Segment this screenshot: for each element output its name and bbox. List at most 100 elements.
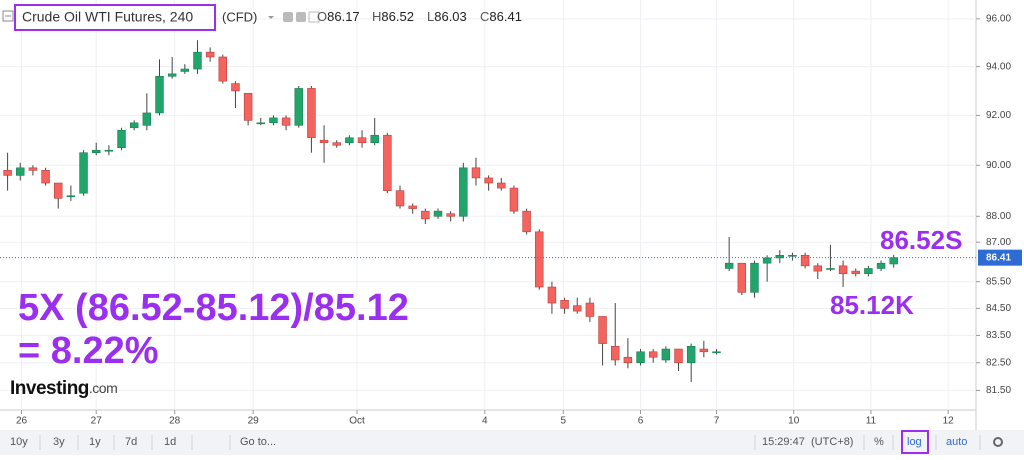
goto-button[interactable]: Go to... xyxy=(240,436,276,448)
y-tick-label: 92.00 xyxy=(986,110,1011,121)
candle-body xyxy=(610,346,620,361)
candle-body xyxy=(79,152,88,194)
candle-body xyxy=(155,75,164,114)
range-button[interactable]: 3y xyxy=(53,436,65,448)
logo: Investing.com xyxy=(10,378,117,399)
candle-body xyxy=(180,68,190,72)
candle-body xyxy=(686,346,696,364)
candle-body xyxy=(142,112,152,126)
candle-body xyxy=(256,122,265,125)
x-tick-label: 4 xyxy=(482,416,488,427)
candle-body xyxy=(788,255,797,257)
candle-body xyxy=(484,177,493,184)
annotation: 86.52S xyxy=(880,225,962,255)
candle-body xyxy=(471,167,481,179)
y-tick-label: 83.50 xyxy=(986,330,1011,341)
x-tick-label: 29 xyxy=(248,416,260,427)
x-tick-label: Oct xyxy=(349,416,365,427)
dropdown-arrow[interactable] xyxy=(268,16,274,19)
y-tick-label: 88.00 xyxy=(986,211,1011,222)
icon-close[interactable] xyxy=(308,11,320,23)
toolbar: 10y 3y 1y 7d 1d Go to... 15:29:47 (UTC+8)% log au… xyxy=(10,435,981,450)
candle-body xyxy=(383,134,392,191)
candle-body xyxy=(357,137,367,144)
candle-body xyxy=(408,205,417,209)
range-button[interactable]: 10y xyxy=(10,436,28,448)
annotation: = 8.22% xyxy=(18,330,159,372)
candle-body xyxy=(889,257,898,265)
candle-body xyxy=(218,56,228,82)
range-button[interactable]: 7d xyxy=(125,436,137,448)
title-highlight xyxy=(14,4,216,31)
y-tick-label: 82.50 xyxy=(986,357,1011,368)
range-button[interactable]: 1y xyxy=(89,436,101,448)
candles xyxy=(3,40,898,383)
candle-body xyxy=(661,348,671,361)
candle-body xyxy=(522,210,531,233)
candle-body xyxy=(28,167,38,171)
icon-settings[interactable] xyxy=(296,12,306,22)
candle-body xyxy=(724,262,734,269)
candle-body xyxy=(395,190,405,207)
ohlc-value: 86.17 xyxy=(327,9,360,24)
candle-body xyxy=(864,268,873,275)
x-tick-label: 6 xyxy=(638,416,644,427)
annotation: 85.12K xyxy=(830,290,914,320)
x-tick-label: 28 xyxy=(169,416,181,427)
clock-time: 15:29:47 xyxy=(762,436,805,448)
ohlc-item: O86.17 xyxy=(317,9,360,24)
toolbar-bg xyxy=(0,430,1024,455)
candle-body xyxy=(66,195,76,198)
range-button[interactable]: 1d xyxy=(164,436,176,448)
settings-gear[interactable] xyxy=(993,437,1003,447)
x-tick-label: 26 xyxy=(16,416,28,427)
y-tick-label: 96.00 xyxy=(986,13,1011,24)
auto-toggle[interactable]: auto xyxy=(946,436,967,448)
candle-body xyxy=(446,213,455,217)
candle-body xyxy=(535,231,544,288)
candle-body xyxy=(737,262,747,293)
chart-subtitle: (CFD) xyxy=(222,9,257,24)
percent-toggle[interactable]: % xyxy=(874,436,884,448)
candle-body xyxy=(838,265,848,275)
candle-body xyxy=(281,117,291,126)
candle-body xyxy=(547,286,557,304)
candle-body xyxy=(193,51,202,70)
last-price-label: 86.41 xyxy=(986,252,1011,263)
y-tick-label: 94.00 xyxy=(986,61,1011,72)
candle-body xyxy=(129,122,139,129)
chart-title: Crude Oil WTI Futures, 240 xyxy=(22,9,193,25)
y-tick-label: 81.50 xyxy=(986,385,1011,396)
timezone: (UTC+8) xyxy=(811,436,853,448)
candle-body xyxy=(497,182,506,189)
ohlc-item: H86.52 xyxy=(372,9,414,24)
icon-eye[interactable] xyxy=(283,12,293,22)
ohlc-key: C xyxy=(480,9,489,24)
candle-body xyxy=(243,93,253,121)
candle-body xyxy=(800,255,810,267)
x-tick-label: 7 xyxy=(714,416,720,427)
candle-body xyxy=(762,257,772,264)
ohlc-key: L xyxy=(427,9,434,24)
candle-body xyxy=(54,182,63,199)
collapse-icon[interactable] xyxy=(2,10,14,22)
candle-body xyxy=(231,83,240,92)
candle-body xyxy=(269,117,278,124)
candle-body xyxy=(319,139,329,144)
y-tick-label: 85.50 xyxy=(986,276,1011,287)
candle-body xyxy=(813,265,822,272)
y-tick-label: 87.00 xyxy=(986,237,1011,248)
candle-body xyxy=(573,305,582,312)
log-highlight xyxy=(901,430,929,454)
candle-body xyxy=(826,268,835,270)
y-tick-label: 84.50 xyxy=(986,303,1011,314)
candle-body xyxy=(712,351,721,354)
candle-body xyxy=(585,302,595,317)
ohlc-value: 86.03 xyxy=(434,9,467,24)
candle-body xyxy=(345,137,354,144)
x-tick-label: 11 xyxy=(866,416,877,427)
log-toggle[interactable]: log xyxy=(907,436,922,448)
candle-body xyxy=(421,210,430,220)
candle-body xyxy=(104,149,114,152)
